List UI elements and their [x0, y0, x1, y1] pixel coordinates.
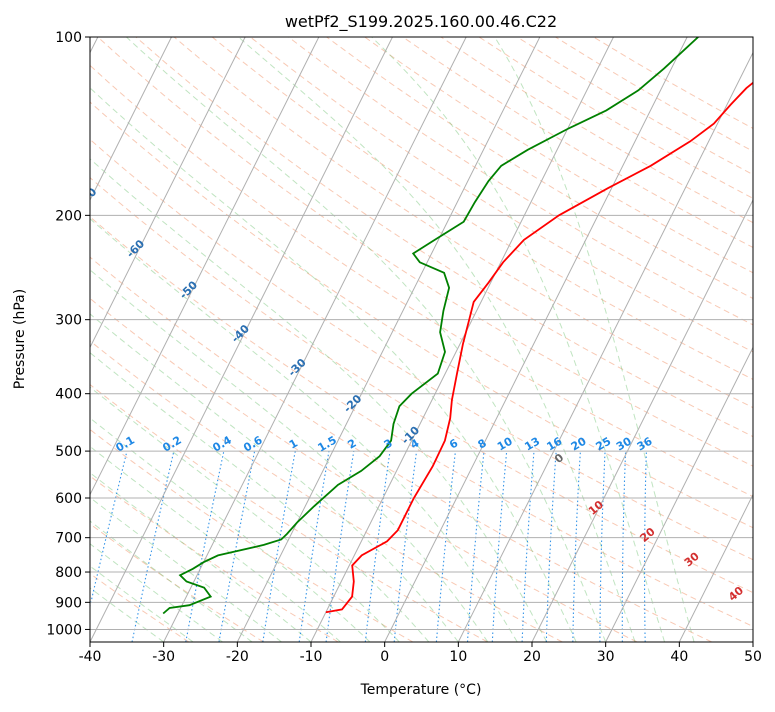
y-tick-label: 400 [55, 387, 82, 403]
y-tick-label: 700 [55, 531, 82, 547]
x-tick-label: -30 [152, 649, 175, 665]
dry-adiabat [403, 37, 775, 642]
moist-adiabat-label: 20 [638, 525, 658, 545]
isotherm [0, 37, 245, 642]
dry-adiabat [0, 37, 562, 642]
mixing-ratio-label: 4 [408, 436, 421, 451]
x-tick-label: 40 [670, 649, 688, 665]
isotherm [16, 37, 319, 642]
x-tick-label: -10 [300, 649, 323, 665]
y-tick-label: 800 [55, 565, 82, 581]
y-tick-label: 600 [55, 491, 82, 507]
moist-adiabat-label: 30 [682, 549, 702, 569]
dry-adiabat-label: -80 [23, 144, 46, 167]
dry-adiabat [0, 37, 775, 642]
plot-frame [90, 37, 753, 642]
moist-adiabat [0, 158, 282, 642]
mixing-ratio-line [600, 451, 605, 642]
dry-adiabat [174, 37, 775, 642]
dry-adiabat [0, 37, 775, 642]
mixing-ratio-label: 1 [287, 437, 300, 452]
dry-adiabat [0, 37, 413, 642]
y-tick-label: 900 [55, 595, 82, 611]
y-tick-label: 100 [55, 30, 82, 46]
y-tick-label: 300 [55, 313, 82, 329]
dry-adiabat [22, 37, 775, 642]
background-lines [0, 37, 775, 642]
x-tick-label: 20 [523, 649, 541, 665]
dry-adiabat [0, 37, 338, 642]
isotherm [385, 37, 688, 642]
isotherm [237, 37, 540, 642]
x-tick-label: 10 [449, 649, 467, 665]
moist-adiabat [372, 37, 665, 642]
inline-labels: -100-90-80-70-60-50-40-30-20-100.10.20.4… [0, 49, 746, 604]
y-axis-label: Pressure (hPa) [12, 289, 28, 389]
chart-title: wetPf2_S199.2025.160.00.46.C22 [285, 12, 557, 32]
mixing-ratio-line [326, 451, 354, 642]
mixing-ratio-line [219, 451, 255, 642]
isotherm [753, 37, 775, 642]
x-tick-label: 0 [380, 649, 389, 665]
grid [0, 37, 775, 642]
dry-adiabat [517, 37, 775, 642]
dry-adiabat [0, 37, 775, 642]
y-tick-label: 1000 [46, 622, 82, 638]
moist-adiabat [0, 195, 223, 642]
mixing-ratio-line [645, 451, 647, 642]
dry-adiabat [0, 37, 264, 642]
moist-adiabat [0, 84, 399, 642]
dry-adiabat [555, 37, 775, 642]
dry-adiabat [594, 37, 775, 642]
isotherm [164, 37, 467, 642]
moist-adiabat-label: 40 [726, 584, 746, 604]
moist-adiabat [0, 37, 458, 642]
moist-adiabat [0, 37, 517, 642]
series-line-0 [326, 37, 775, 612]
dry-adiabat [479, 37, 775, 642]
x-tick-label: 30 [597, 649, 615, 665]
x-tick-label: -40 [79, 649, 102, 665]
moist-adiabat [495, 37, 694, 642]
x-tick-label: -20 [226, 649, 249, 665]
x-axis-label: Temperature (°C) [360, 682, 482, 698]
moist-adiabat [0, 124, 341, 642]
mixing-ratio-label: 8 [476, 437, 489, 452]
x-tick-label: 50 [744, 649, 762, 665]
y-tick-label: 200 [55, 208, 82, 224]
moist-adiabat [126, 37, 605, 642]
moist-adiabat [0, 209, 193, 642]
mixing-ratio-line [299, 451, 329, 642]
moist-adiabat [0, 62, 429, 643]
moist-adiabat [0, 105, 370, 643]
moist-adiabat [238, 37, 635, 642]
mixing-ratio-line [546, 451, 556, 642]
isotherm [458, 37, 760, 642]
dry-adiabat [250, 37, 775, 642]
y-tick-label: 500 [55, 444, 82, 460]
